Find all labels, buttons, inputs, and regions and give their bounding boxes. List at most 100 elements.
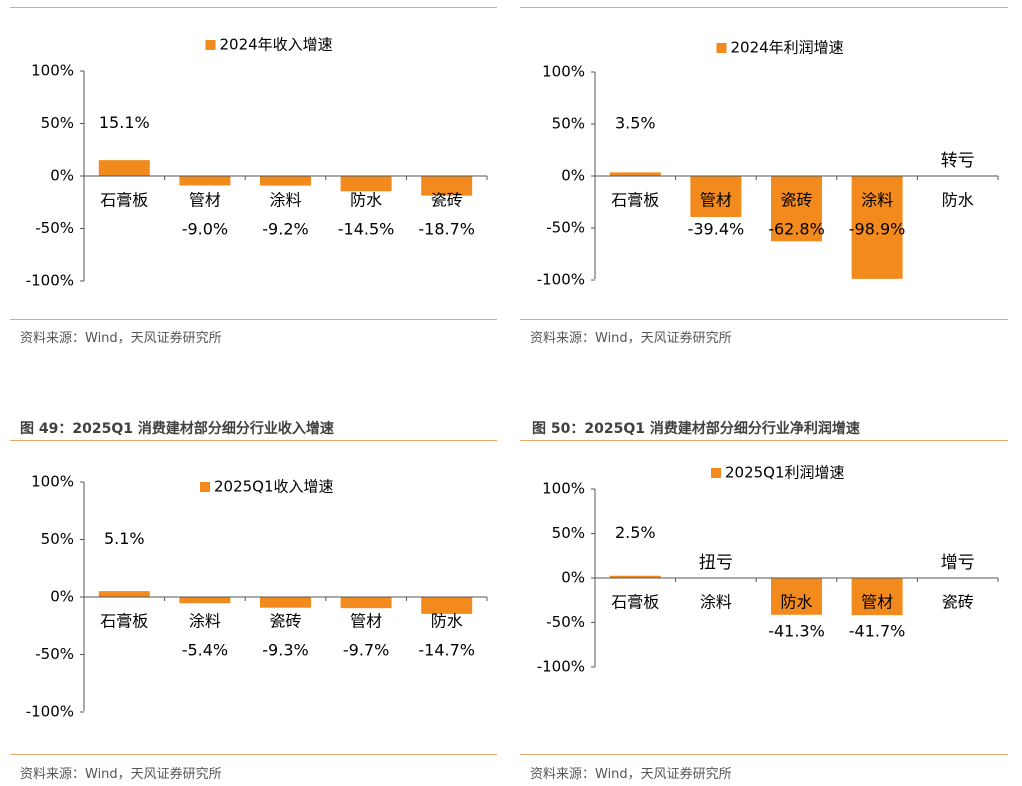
category-label: 涂料 [269, 191, 301, 210]
category-label: 管材 [861, 593, 893, 612]
top-rule-right [520, 7, 1008, 8]
bar-瓷砖 [421, 176, 473, 196]
y-tick-label: 100% [31, 62, 74, 80]
category-label: 管材 [350, 612, 382, 631]
bar-涂料 [851, 176, 903, 279]
source-note-1: 资料来源：Wind，天风证券研究所 [20, 331, 222, 346]
category-label: 瓷砖 [269, 612, 301, 631]
category-label: 管材 [189, 191, 221, 210]
bottom-rule-2 [520, 319, 1008, 320]
legend-swatch [200, 482, 210, 492]
legend-swatch [205, 40, 216, 50]
y-tick-label: 50% [41, 530, 74, 548]
data-label: -18.7% [418, 220, 475, 239]
source-note-2: 资料来源：Wind，天风证券研究所 [530, 331, 732, 346]
y-tick-label: -100% [26, 703, 74, 721]
category-label: 防水 [350, 191, 382, 210]
category-label: 防水 [942, 191, 974, 210]
bar-瓷砖 [260, 597, 311, 608]
y-tick-label: -50% [546, 219, 585, 237]
category-label: 瓷砖 [431, 191, 463, 210]
data-label: 5.1% [104, 529, 145, 548]
figure-title-50: 图 50：2025Q1 消费建材部分细分行业净利润增速 [532, 421, 860, 437]
bar-管材 [179, 176, 231, 186]
chart-2025q1-profit-growth: 2025Q1利润增速 100% 50% 0% -50% -100% 石膏板 2.5% 涂料 防水 -… [537, 464, 999, 676]
y-tick-label: 0% [50, 167, 74, 185]
category-label: 瓷砖 [780, 191, 812, 210]
y-tick-label: 50% [552, 524, 585, 542]
bar-管材 [690, 176, 742, 217]
bar-瓷砖 [771, 176, 822, 242]
chart-2025q1-revenue-growth: 2025Q1收入增速 100% 50% 0% -50% -100% 石膏板 5.1% 涂料 -5.… [26, 473, 488, 721]
data-label: -41.7% [849, 622, 906, 641]
data-label: -9.7% [343, 641, 389, 660]
legend-label: 2025Q1收入增速 [214, 478, 334, 496]
data-label: -5.4% [182, 641, 228, 660]
bar-涂料 [260, 176, 311, 186]
y-tick-label: -100% [537, 271, 585, 289]
bar-石膏板 [98, 160, 150, 176]
category-label: 防水 [431, 612, 463, 631]
data-label: -39.4% [688, 220, 745, 239]
bar-防水 [421, 597, 473, 614]
chart-2024-revenue-growth: 2024年收入增速 100% 50% 0% -50% -100% 石膏板 15.1% 管材 -9.… [26, 36, 488, 290]
data-label: -62.8% [768, 220, 825, 239]
bar-涂料 [179, 597, 231, 604]
special-annotation: 扭亏 [699, 553, 733, 573]
bar-管材 [851, 578, 903, 616]
category-label: 涂料 [861, 191, 893, 210]
data-label: -9.3% [262, 641, 308, 660]
bar-管材 [340, 597, 392, 609]
bar-石膏板 [609, 575, 661, 578]
y-tick-label: 0% [561, 569, 585, 587]
y-tick-label: 0% [50, 588, 74, 606]
special-annotation: 增亏 [941, 553, 975, 573]
y-tick-label: -100% [537, 658, 585, 676]
y-tick-label: -50% [35, 219, 74, 237]
legend-swatch [711, 468, 721, 478]
special-annotation: 转亏 [941, 151, 975, 171]
y-tick-label: -100% [26, 272, 74, 290]
category-label: 石膏板 [100, 191, 148, 210]
data-label: -14.7% [418, 641, 475, 660]
legend-swatch [716, 43, 727, 53]
category-label: 涂料 [189, 612, 221, 631]
y-tick-label: 100% [542, 480, 585, 498]
y-tick-label: -50% [546, 613, 585, 631]
title-rule-2 [520, 440, 1008, 441]
y-tick-label: 50% [41, 114, 74, 132]
bottom-rule-3 [10, 754, 497, 755]
bar-石膏板 [609, 172, 661, 176]
data-label: -41.3% [768, 622, 825, 641]
data-label: -9.2% [262, 220, 308, 239]
y-tick-label: 50% [552, 115, 585, 133]
bar-防水 [340, 176, 392, 192]
bottom-rule-1 [10, 319, 497, 320]
y-tick-label: 0% [561, 167, 585, 185]
category-label: 瓷砖 [942, 593, 974, 612]
legend-label: 2025Q1利润增速 [725, 464, 845, 482]
category-label: 涂料 [700, 593, 732, 612]
category-label: 石膏板 [611, 191, 659, 210]
y-tick-label: 100% [31, 473, 74, 491]
category-label: 石膏板 [100, 612, 148, 631]
title-rule-1 [10, 440, 497, 441]
bar-石膏板 [98, 591, 150, 597]
bottom-rule-4 [520, 754, 1008, 755]
figure-title-49: 图 49：2025Q1 消费建材部分细分行业收入增速 [20, 421, 334, 437]
data-label: -14.5% [338, 220, 395, 239]
data-label: 15.1% [99, 113, 150, 132]
source-note-3: 资料来源：Wind，天风证券研究所 [20, 767, 222, 782]
y-tick-label: -50% [35, 645, 74, 663]
legend-label: 2024年收入增速 [220, 36, 333, 54]
y-tick-label: 100% [542, 63, 585, 81]
bar-防水 [771, 578, 822, 615]
source-note-4: 资料来源：Wind，天风证券研究所 [530, 767, 732, 782]
legend-label: 2024年利润增速 [731, 39, 844, 57]
data-label: 2.5% [615, 523, 656, 542]
chart-2024-profit-growth: 2024年利润增速 100% 50% 0% -50% -100% 石膏板 3.5% 管材 -39.… [537, 39, 999, 289]
category-label: 防水 [780, 593, 812, 612]
top-rule-left [10, 7, 497, 8]
category-label: 管材 [700, 191, 732, 210]
data-label: -9.0% [182, 220, 228, 239]
